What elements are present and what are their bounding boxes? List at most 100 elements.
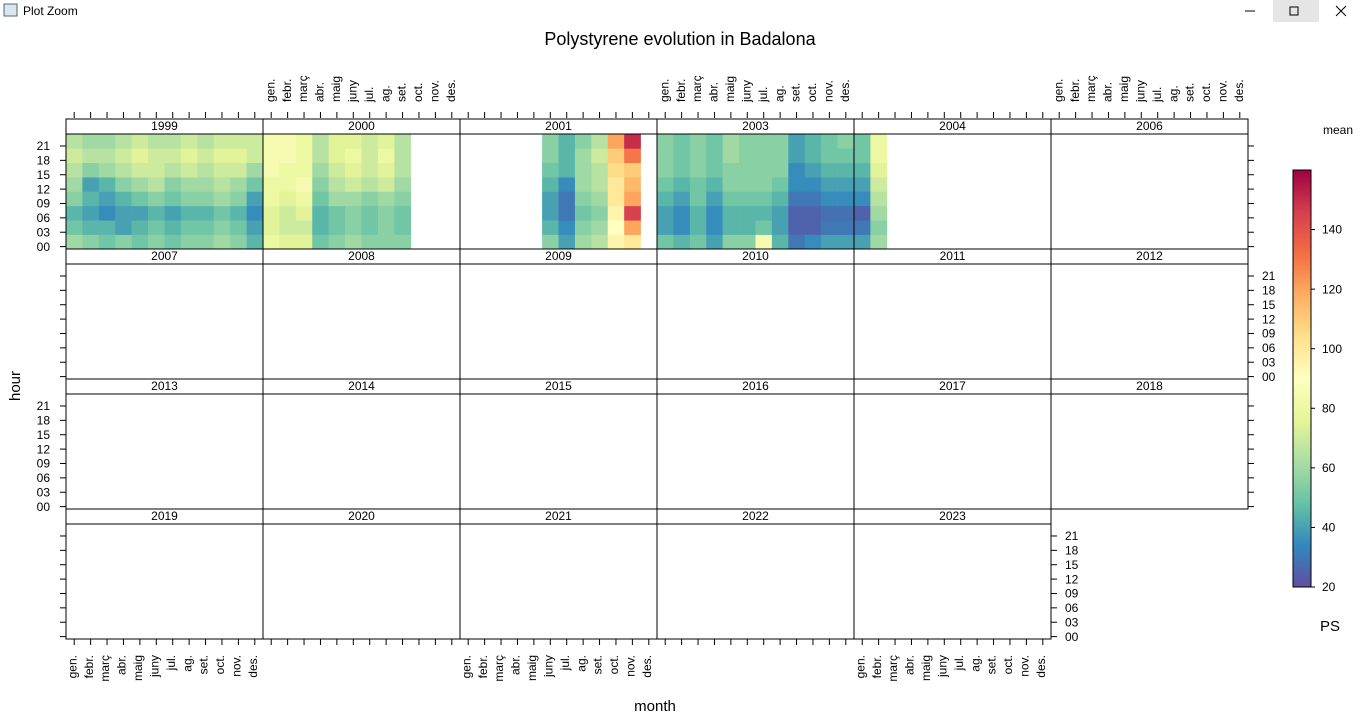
- x-tick-label: des.: [838, 79, 852, 102]
- panel: 1999: [65, 118, 264, 250]
- heat-cell: [394, 177, 412, 192]
- heat-cell: [66, 234, 83, 250]
- heat-cell: [771, 234, 789, 250]
- panel: 2000: [262, 118, 461, 250]
- y-tick-label: 09: [1262, 327, 1276, 341]
- heat-cell: [788, 191, 806, 207]
- heat-cell: [804, 162, 822, 178]
- heat-cell: [558, 148, 576, 164]
- x-tick-label: nov.: [230, 655, 244, 677]
- heat-cell: [328, 134, 346, 149]
- x-tick-label: ag.: [378, 85, 392, 102]
- heat-cell: [230, 205, 247, 221]
- x-tick-label: des.: [444, 79, 458, 102]
- heat-cell: [689, 220, 707, 235]
- strip: [1050, 248, 1249, 265]
- heat-cell: [624, 220, 641, 235]
- heat-cell: [706, 220, 723, 235]
- heat-cell: [788, 220, 806, 235]
- colorbar-tick-label: 60: [1322, 461, 1336, 475]
- heat-cell: [180, 148, 198, 164]
- strip-label: 2008: [348, 249, 375, 263]
- heat-cell: [263, 162, 280, 178]
- heat-cell: [115, 162, 132, 178]
- x-tick-label: gen.: [1051, 79, 1065, 102]
- x-tick-label: des.: [246, 655, 260, 678]
- heat-cell: [607, 191, 625, 207]
- x-tick-label: oct.: [607, 655, 621, 674]
- y-tick-label: 06: [37, 211, 51, 225]
- heat-cell: [164, 134, 182, 149]
- x-tick-label: febr.: [82, 655, 96, 678]
- strip-label: 2012: [1136, 249, 1163, 263]
- close-button[interactable]: [1335, 5, 1347, 17]
- heat-cell: [295, 162, 313, 178]
- heat-cell: [361, 191, 379, 207]
- x-tick-label: gen.: [657, 79, 671, 102]
- heat-cell: [263, 134, 280, 149]
- heat-cell: [197, 234, 215, 250]
- strip-label: 1999: [151, 119, 178, 133]
- heat-cell: [66, 162, 83, 178]
- heat-cell: [115, 134, 132, 149]
- panel: 2023: [853, 508, 1052, 640]
- y-tick-label: 00: [37, 500, 51, 514]
- heat-cell: [295, 134, 313, 149]
- heat-cell: [837, 191, 855, 207]
- heat-cell: [66, 205, 83, 221]
- x-tick-label: febr.: [870, 655, 884, 678]
- heat-cell: [164, 177, 182, 192]
- heat-cell: [788, 134, 806, 149]
- heat-cell: [657, 148, 674, 164]
- heat-cell: [755, 148, 773, 164]
- heat-cell: [558, 205, 576, 221]
- heat-cell: [98, 205, 116, 221]
- restore-button[interactable]: [1273, 0, 1319, 22]
- heat-cell: [739, 134, 756, 149]
- heat-cell: [591, 205, 609, 221]
- heat-cell: [673, 134, 691, 149]
- x-tick-label: ag.: [574, 655, 588, 672]
- heat-cell: [558, 191, 576, 207]
- heat-cell: [837, 205, 855, 221]
- x-tick-label: març: [690, 75, 704, 102]
- heat-cell: [591, 191, 609, 207]
- x-tick-label: des.: [1034, 655, 1048, 678]
- heat-cell: [328, 191, 346, 207]
- x-tick-label: gen.: [263, 79, 277, 102]
- heat-cell: [180, 220, 198, 235]
- heat-cell: [657, 220, 674, 235]
- heat-cell: [854, 148, 871, 164]
- x-tick-label: set.: [395, 83, 409, 102]
- y-tick-label: 18: [1262, 284, 1276, 298]
- heat-cell: [295, 148, 313, 164]
- heat-cell: [542, 220, 559, 235]
- heat-cell: [345, 162, 362, 178]
- heat-cell: [574, 162, 592, 178]
- heat-cell: [361, 234, 379, 250]
- heat-cell: [755, 162, 773, 178]
- panel: 2003: [656, 118, 855, 250]
- heat-cell: [804, 134, 822, 149]
- heat-cell: [279, 177, 297, 192]
- heat-cell: [197, 162, 215, 178]
- x-tick-label: nov.: [624, 655, 638, 677]
- heat-cell: [624, 177, 641, 192]
- x-tick-label: abr.: [115, 655, 129, 675]
- x-tick-label: juny: [1133, 80, 1147, 103]
- heat-cell: [230, 220, 247, 235]
- heat-cell: [213, 148, 231, 164]
- heat-cell: [213, 205, 231, 221]
- heat-cell: [131, 148, 149, 164]
- heat-cell: [295, 205, 313, 221]
- heat-cell: [148, 177, 165, 192]
- heat-cell: [377, 234, 395, 250]
- heat-cell: [98, 134, 116, 149]
- heat-cell: [837, 162, 855, 178]
- heat-cell: [230, 177, 247, 192]
- heat-cell: [870, 162, 888, 178]
- x-tick-label: febr.: [280, 79, 294, 102]
- heat-cell: [624, 191, 641, 207]
